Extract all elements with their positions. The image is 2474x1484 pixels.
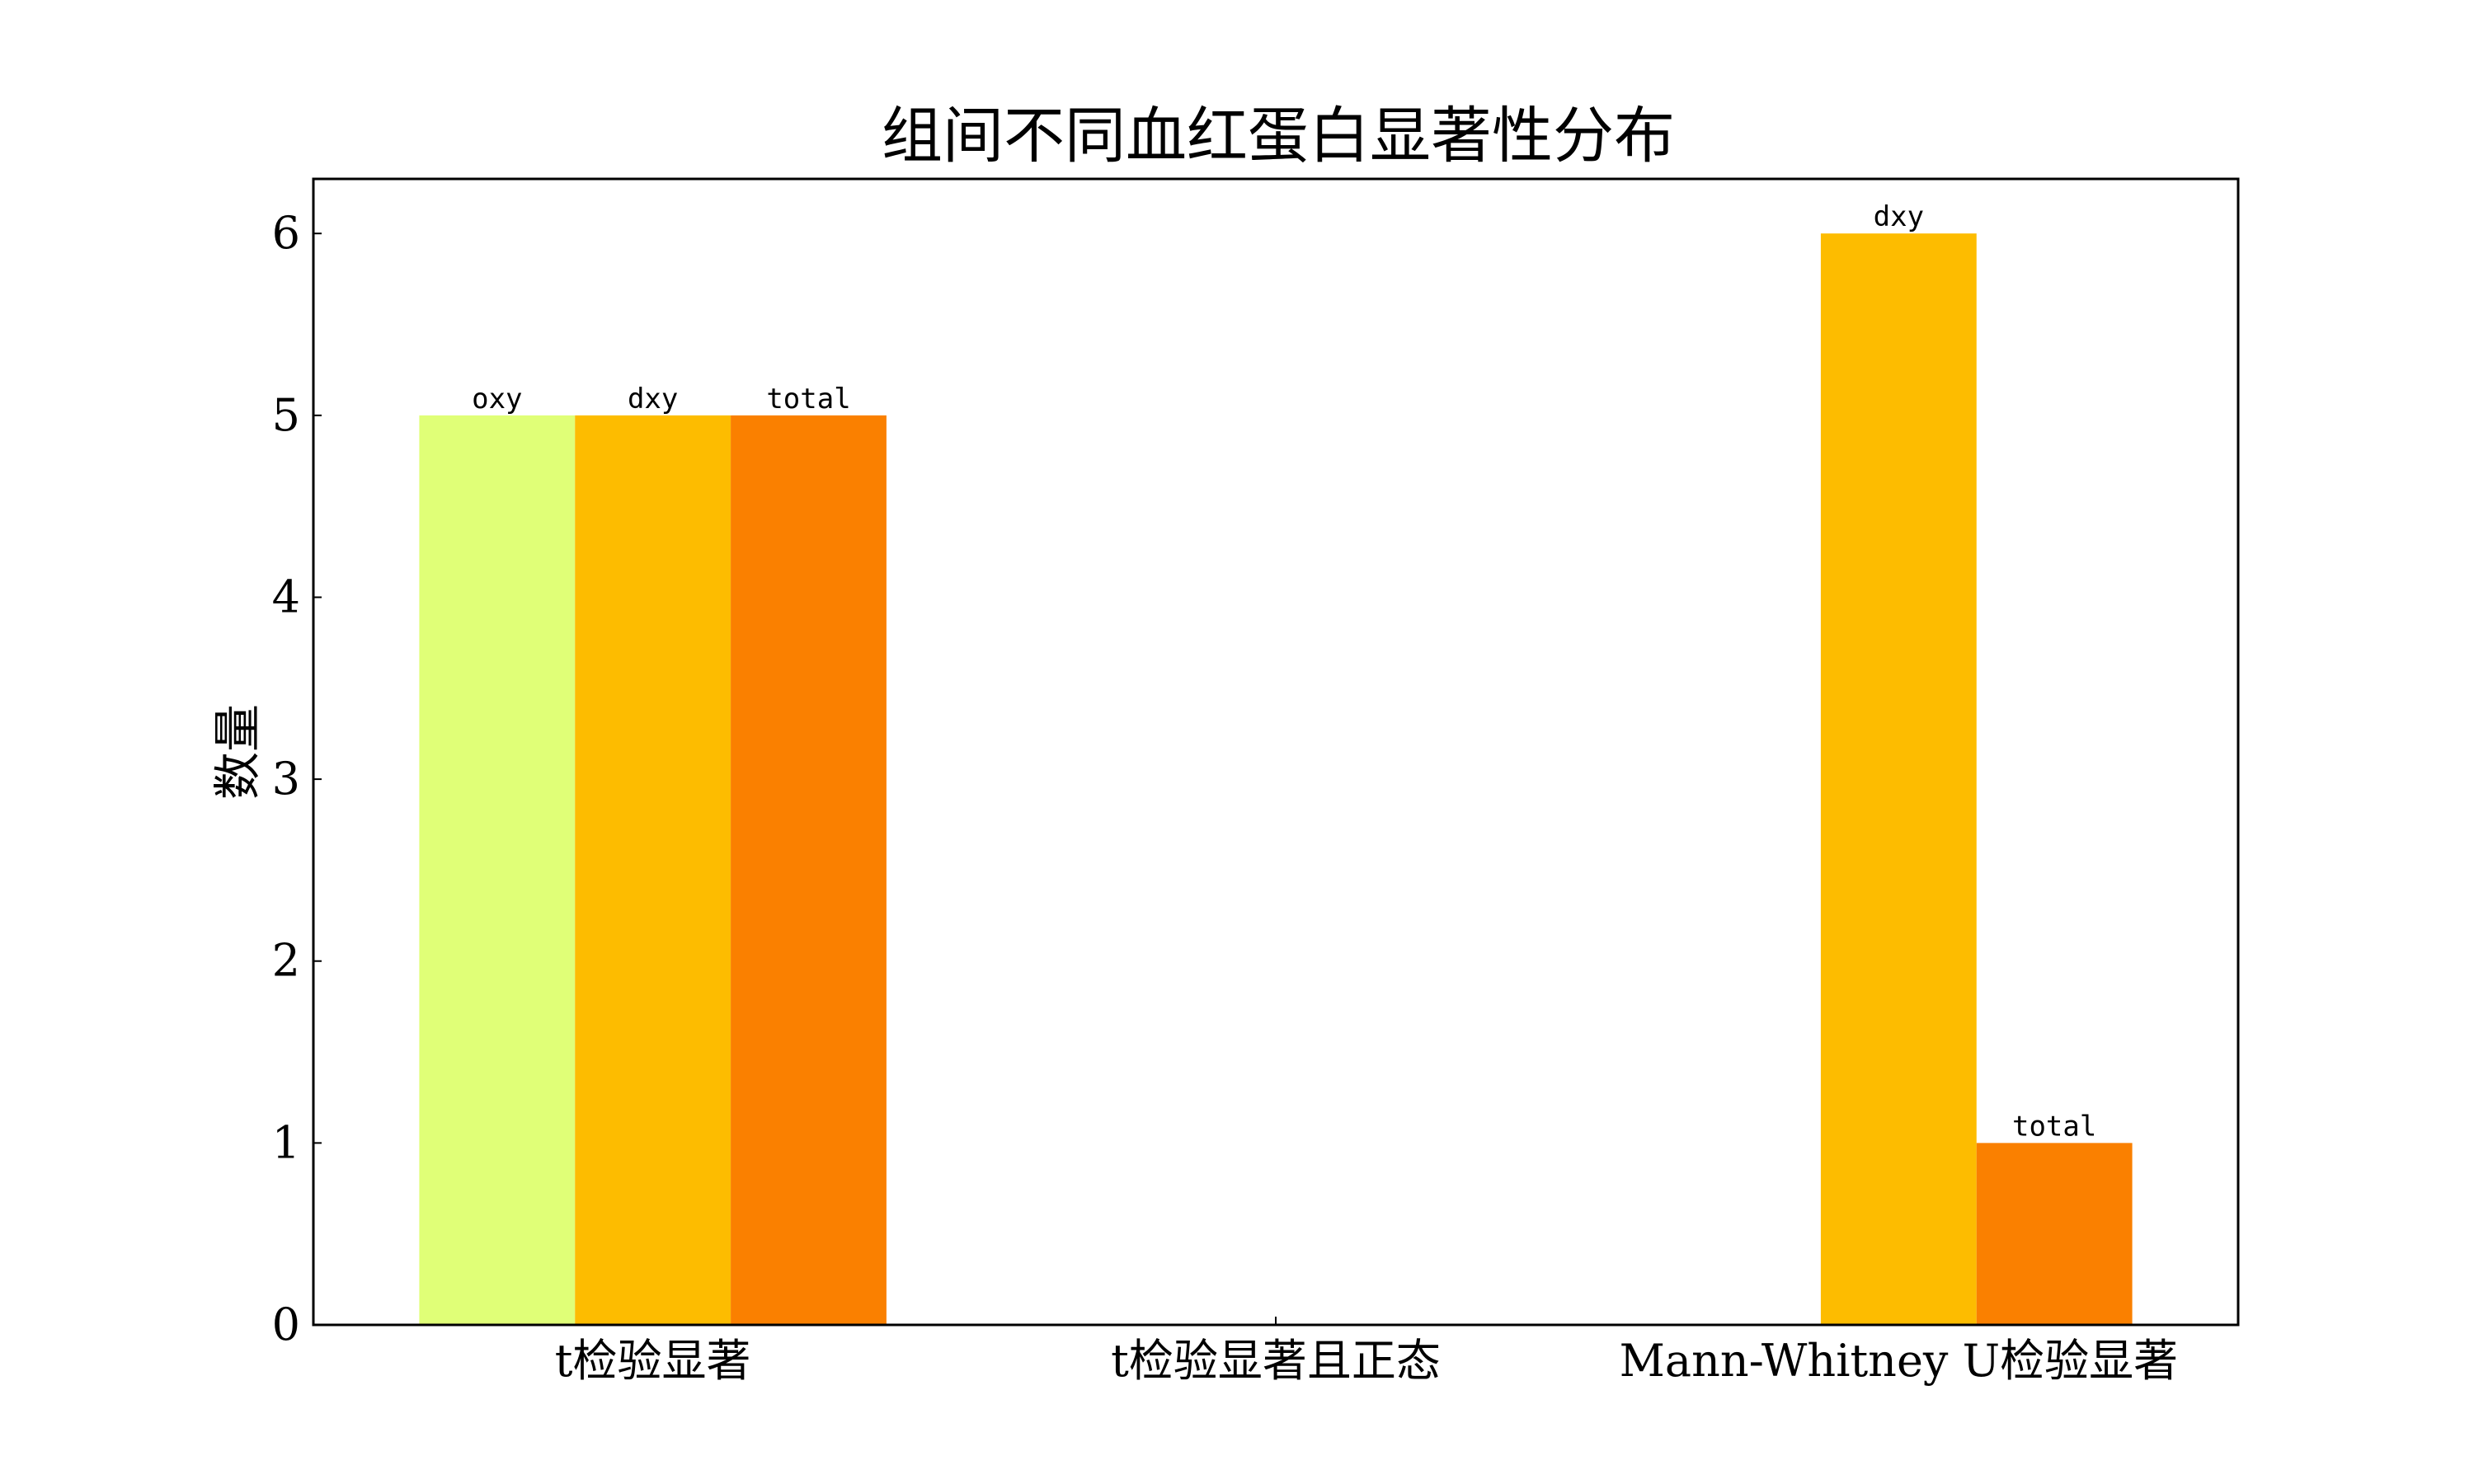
y-tick-label: 4 <box>272 571 300 622</box>
y-tick-label: 5 <box>272 389 300 441</box>
bar-label-oxy: oxy <box>472 383 522 416</box>
bar-label-total: total <box>766 383 850 416</box>
y-tick-label: 6 <box>272 207 300 259</box>
bar-total <box>1976 1143 2133 1325</box>
bar-label-dxy: dxy <box>628 383 678 416</box>
y-axis-label: 数量 <box>209 704 266 800</box>
x-tick-label: t检验显著 <box>555 1335 751 1387</box>
plot-area: 0 1 2 3 4 5 6 t检验显著 t检验显著且正态 Mann-Whitney U检验显著 ox… <box>272 200 2178 1387</box>
x-tick-label: t检验显著且正态 <box>1111 1335 1441 1387</box>
y-tick-label: 1 <box>272 1116 300 1168</box>
chart-title: 组间不同血红蛋白显著性分布 <box>882 101 1675 171</box>
y-tick-label: 3 <box>272 753 300 805</box>
bar-label-dxy: dxy <box>1874 200 1924 233</box>
y-tick-label: 0 <box>272 1298 300 1350</box>
y-tick-label: 2 <box>272 935 300 987</box>
bar-dxy <box>575 415 731 1325</box>
bar-label-total: total <box>2012 1110 2096 1143</box>
bar-total <box>731 415 887 1325</box>
bar-dxy <box>1820 233 1977 1326</box>
plot-frame <box>312 177 2240 1327</box>
x-tick-label: Mann-Whitney U检验显著 <box>1620 1335 2179 1387</box>
bar-oxy <box>419 415 576 1325</box>
